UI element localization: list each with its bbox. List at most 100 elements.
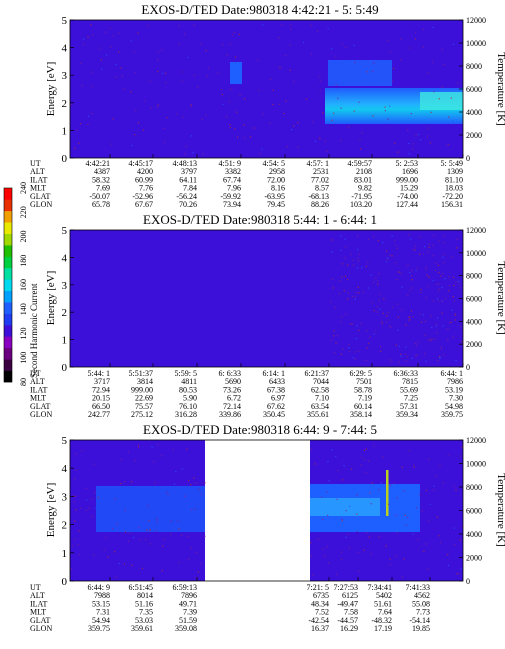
speckle-dot: [269, 122, 271, 124]
speckle-dot: [105, 54, 108, 56]
ephemeris-row-label: ALT: [30, 377, 45, 386]
speckle-dot: [222, 44, 224, 46]
y-tick-label: 2: [62, 98, 68, 110]
speckle-dot: [349, 351, 351, 353]
y-tick-label: 4: [62, 252, 68, 264]
speckle-dot: [376, 306, 378, 308]
speckle-dot: [387, 39, 389, 42]
speckle-dot: [386, 250, 388, 252]
speckle-dot: [77, 544, 79, 546]
speckle-dot: [424, 320, 426, 322]
speckle-dot: [438, 355, 441, 358]
speckle-dot: [418, 493, 421, 496]
ephemeris-value: 4:54: 5: [263, 159, 285, 168]
speckle-dot: [283, 112, 285, 115]
speckle-dot: [278, 37, 280, 39]
speckle-dot: [380, 482, 382, 484]
speckle-dot: [192, 152, 194, 154]
speckle-dot: [199, 510, 201, 513]
ephemeris-value: 6:44: 9: [88, 583, 110, 592]
speckle-dot: [396, 497, 398, 499]
speckle-dot: [456, 238, 458, 241]
ephemeris-value: -54.14: [409, 616, 430, 625]
speckle-dot: [114, 498, 116, 500]
speckle-dot: [365, 472, 367, 474]
speckle-dot: [357, 257, 359, 259]
speckle-dot: [391, 80, 393, 82]
speckle-dot: [198, 488, 200, 491]
speckle-dot: [340, 235, 342, 237]
speckle-dot: [447, 328, 449, 330]
y-tick-right-label: 2000: [466, 131, 482, 140]
speckle-dot: [368, 536, 370, 538]
panel-2: EXOS-D/TED Date:980318 5:44: 1 - 6:44: 1…: [30, 212, 505, 419]
y-tick-label: 0: [62, 362, 68, 374]
speckle-dot: [385, 545, 387, 547]
speckle-dot: [340, 249, 342, 252]
speckle-dot: [159, 504, 161, 507]
speckle-dot: [452, 336, 454, 338]
speckle-dot: [437, 264, 440, 267]
speckle-dot: [436, 516, 438, 518]
speckle-dot: [452, 120, 454, 122]
speckle-dot: [422, 46, 425, 48]
speckle-dot: [430, 315, 432, 317]
speckle-dot: [177, 520, 179, 522]
panel-3-y-ticks: 0 1 2 3 4 5: [62, 435, 431, 588]
speckle-dot: [118, 51, 120, 53]
speckle-dot: [361, 267, 363, 269]
speckle-dot: [269, 78, 272, 80]
speckle-dot: [401, 286, 403, 288]
speckle-dot: [138, 527, 140, 529]
speckle-dot: [90, 516, 93, 518]
speckle-dot: [358, 329, 360, 332]
speckle-dot: [344, 313, 347, 315]
ephemeris-value: 7.35: [139, 608, 153, 617]
speckle-dot: [448, 290, 450, 292]
speckle-dot: [147, 505, 149, 507]
speckle-dot: [423, 550, 425, 553]
panel-1-band-patch: [230, 62, 242, 84]
ephemeris-value: 51.59: [179, 616, 197, 625]
speckle-dot: [161, 570, 163, 572]
speckle-dot: [419, 253, 421, 255]
speckle-dot: [398, 271, 401, 273]
speckle-dot: [427, 285, 429, 287]
speckle-dot: [87, 123, 89, 126]
ephemeris-value: 7.39: [183, 608, 197, 617]
ephemeris-value: 81.10: [445, 175, 463, 184]
speckle-dot: [427, 275, 429, 277]
speckle-dot: [116, 76, 118, 78]
y-tick-right-label: 12000: [466, 226, 486, 235]
speckle-dot: [111, 527, 113, 530]
speckle-dot: [90, 24, 92, 26]
speckle-dot: [130, 91, 132, 93]
speckle-dot: [331, 278, 334, 280]
speckle-dot: [322, 112, 324, 114]
ephemeris-row-label: ILAT: [30, 599, 47, 608]
speckle-dot: [356, 530, 358, 532]
ephemeris-value: 15.29: [400, 184, 418, 193]
speckle-dot: [423, 253, 425, 255]
speckle-dot: [324, 555, 326, 557]
speckle-dot: [166, 117, 168, 119]
speckle-dot: [379, 293, 381, 295]
ephemeris-value: -44.57: [337, 616, 358, 625]
ephemeris-value: 3717: [94, 377, 110, 386]
speckle-dot: [90, 85, 93, 88]
speckle-dot: [453, 300, 455, 302]
speckle-dot: [157, 51, 159, 53]
speckle-dot: [161, 49, 163, 51]
speckle-dot: [397, 329, 399, 331]
speckle-dot: [411, 279, 413, 281]
speckle-dot: [157, 59, 159, 61]
speckle-dot: [432, 244, 434, 246]
speckle-dot: [419, 313, 421, 315]
speckle-dot: [432, 26, 434, 28]
speckle-dot: [207, 66, 209, 69]
ephemeris-value: 19.85: [412, 624, 430, 633]
speckle-dot: [100, 59, 102, 61]
speckle-dot: [459, 539, 461, 541]
speckle-dot: [140, 538, 142, 541]
speckle-dot: [141, 567, 143, 569]
